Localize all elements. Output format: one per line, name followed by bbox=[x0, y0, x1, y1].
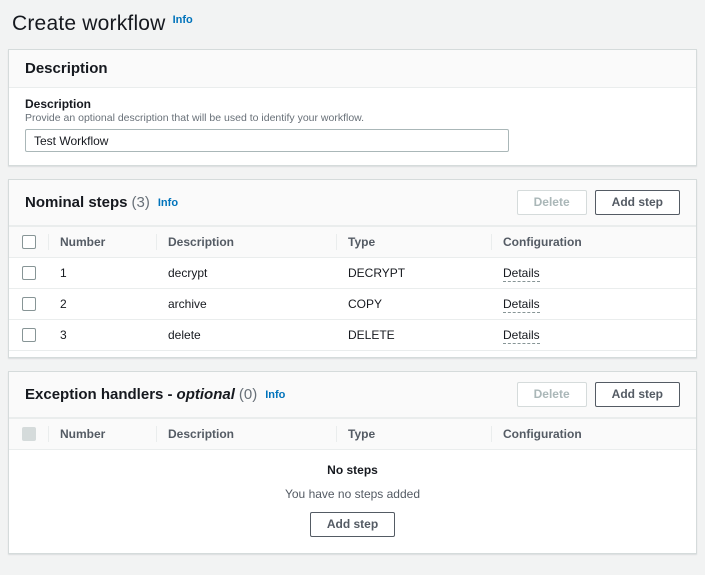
nominal-steps-table: Number Description Type Configuration 1 … bbox=[9, 226, 696, 351]
description-field-label: Description bbox=[25, 97, 92, 111]
description-field-help: Provide an optional description that wil… bbox=[25, 112, 365, 124]
row-type-cell: DELETE bbox=[336, 319, 491, 351]
nominal-select-all-checkbox[interactable] bbox=[22, 235, 36, 249]
empty-state: No steps You have no steps added Add ste… bbox=[9, 450, 696, 553]
exception-handlers-table: Number Description Type Configuration bbox=[9, 418, 696, 450]
description-panel-body: Description Provide an optional descript… bbox=[9, 88, 696, 165]
row-type-cell: DECRYPT bbox=[336, 257, 491, 289]
description-panel-title: Description bbox=[25, 60, 108, 77]
description-panel: Description Description Provide an optio… bbox=[8, 49, 697, 166]
nominal-select-all-cell bbox=[9, 226, 48, 258]
description-input[interactable] bbox=[25, 129, 509, 152]
page-info-link[interactable]: Info bbox=[172, 14, 193, 26]
column-header-description: Description bbox=[156, 226, 336, 258]
row-number-cell: 2 bbox=[48, 288, 156, 320]
nominal-add-step-button[interactable]: Add step bbox=[594, 190, 680, 215]
empty-state-add-step-button[interactable]: Add step bbox=[309, 512, 396, 537]
exception-handlers-optional-text: optional bbox=[176, 386, 235, 403]
table-row: 3 delete DELETE Details bbox=[9, 319, 696, 351]
exception-select-all-checkbox bbox=[22, 427, 36, 441]
column-header-type: Type bbox=[336, 226, 491, 258]
nominal-steps-title-text: Nominal steps bbox=[25, 194, 128, 211]
exception-handlers-header: Exception handlers - optional (0) Info Dele… bbox=[9, 372, 696, 418]
column-header-number: Number bbox=[48, 418, 156, 450]
column-header-type: Type bbox=[336, 418, 491, 450]
exception-handlers-info-link[interactable]: Info bbox=[265, 389, 286, 401]
details-link[interactable]: Details bbox=[503, 328, 540, 344]
page-title-row: Create workflow Info bbox=[8, 8, 697, 49]
table-row: 1 decrypt DECRYPT Details bbox=[9, 257, 696, 289]
row-description-cell: archive bbox=[156, 288, 336, 320]
row-number-cell: 1 bbox=[48, 257, 156, 289]
column-header-configuration: Configuration bbox=[491, 226, 696, 258]
row-description-cell: delete bbox=[156, 319, 336, 351]
row-configuration-cell: Details bbox=[491, 257, 696, 289]
exception-handlers-actions: Delete Add step bbox=[516, 382, 680, 407]
details-link[interactable]: Details bbox=[503, 266, 540, 282]
page-title: Create workflow bbox=[12, 12, 166, 35]
exception-handlers-title: Exception handlers - optional (0) Info bbox=[25, 386, 285, 403]
table-footer-pad bbox=[9, 351, 696, 357]
nominal-table-header-row: Number Description Type Configuration bbox=[9, 226, 696, 258]
row-configuration-cell: Details bbox=[491, 319, 696, 351]
nominal-delete-button[interactable]: Delete bbox=[516, 190, 587, 215]
row-checkbox[interactable] bbox=[22, 297, 36, 311]
exception-handlers-title-text: Exception handlers - bbox=[25, 386, 173, 403]
empty-state-title: No steps bbox=[327, 463, 378, 477]
details-link[interactable]: Details bbox=[503, 297, 540, 313]
nominal-steps-info-link[interactable]: Info bbox=[157, 197, 179, 209]
row-select-cell bbox=[9, 257, 48, 289]
exception-handlers-count: (0) bbox=[238, 386, 258, 403]
row-select-cell bbox=[9, 288, 48, 320]
row-type-cell: COPY bbox=[336, 288, 491, 320]
column-header-number: Number bbox=[48, 226, 156, 258]
nominal-steps-panel: Nominal steps (3) Info Delete Add step Num… bbox=[8, 179, 697, 358]
column-header-configuration: Configuration bbox=[491, 418, 696, 450]
row-checkbox[interactable] bbox=[22, 328, 36, 342]
nominal-steps-title: Nominal steps (3) Info bbox=[25, 194, 178, 211]
row-description-cell: decrypt bbox=[156, 257, 336, 289]
nominal-steps-actions: Delete Add step bbox=[516, 190, 680, 215]
row-number-cell: 3 bbox=[48, 319, 156, 351]
row-checkbox[interactable] bbox=[22, 266, 36, 280]
exception-select-all-cell bbox=[9, 418, 48, 450]
nominal-steps-header: Nominal steps (3) Info Delete Add step bbox=[9, 180, 696, 226]
exception-table-header-row: Number Description Type Configuration bbox=[9, 418, 696, 450]
description-panel-header: Description bbox=[9, 50, 696, 88]
table-row: 2 archive COPY Details bbox=[9, 288, 696, 320]
empty-state-subtitle: You have no steps added bbox=[284, 487, 420, 501]
exception-handlers-panel: Exception handlers - optional (0) Info Dele… bbox=[8, 371, 697, 554]
column-header-description: Description bbox=[156, 418, 336, 450]
exception-delete-button[interactable]: Delete bbox=[516, 382, 587, 407]
exception-add-step-button[interactable]: Add step bbox=[594, 382, 680, 407]
row-select-cell bbox=[9, 319, 48, 351]
row-configuration-cell: Details bbox=[491, 288, 696, 320]
nominal-steps-count: (3) bbox=[131, 194, 150, 211]
